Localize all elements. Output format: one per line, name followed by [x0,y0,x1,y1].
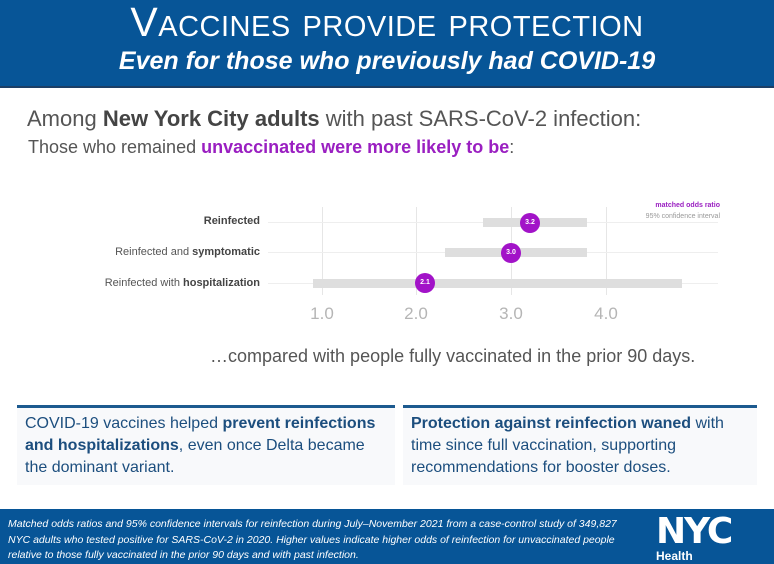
box-bold: prevent reinfections and hospitalization… [25,415,376,454]
box-text: with time since full vaccination, suppor… [411,415,724,476]
x-tick: 4.0 [594,304,618,323]
forest-plot: matched odds ratio 95% confidence interv… [0,190,774,330]
x-tick: 3.0 [499,304,523,323]
nyc-health-logo: NYC Health [656,514,766,564]
confidence-interval-bar [313,279,682,288]
row-label-symptomatic: Reinfected and symptomatic [115,246,260,258]
gridline [606,207,607,295]
box-bold: Protection against reinfection waned [411,415,692,432]
odds-ratio-point: 3.2 [520,213,540,233]
intro-bold: New York City adults [102,106,320,131]
page-subtitle: Even for those who previously had COVID-… [118,47,656,75]
odds-ratio-point: 3.0 [501,243,521,263]
intro-text: with past SARS-CoV-2 infection: [319,106,642,131]
comparison-text: …compared with people fully vaccinated i… [210,346,696,366]
gridline [416,207,417,295]
intro-highlight: unvaccinated were more likely to be [201,137,510,157]
row-label-hospitalization: Reinfected with hospitalization [105,277,260,289]
row-label-text: Reinfected and [115,246,193,258]
row-label-reinfected: Reinfected [204,215,260,227]
intro-text: Among [27,106,103,131]
legend-odds-ratio: matched odds ratio [655,202,720,209]
takeaway-box-waning: Protection against reinfection waned wit… [403,405,757,485]
row-label-bold: hospitalization [183,277,260,289]
chart-legend: matched odds ratio 95% confidence interv… [646,200,720,222]
intro-text: : [509,137,515,157]
intro-line-1: Among New York City adults with past SAR… [27,106,641,132]
footer-banner: Matched odds ratios and 95% confidence i… [0,509,774,564]
legend-confidence-interval: 95% confidence interval [645,213,720,220]
logo-text: NYC [656,511,733,552]
methodology-note: Matched odds ratios and 95% confidence i… [8,518,617,561]
intro-line-2: Those who remained unvaccinated were mor… [28,137,514,158]
logo-subtext: Health [656,549,693,563]
x-tick: 2.0 [404,304,428,323]
gridline [322,207,323,295]
page-title: Vaccines provide protection [130,0,644,45]
x-tick: 1.0 [310,304,334,323]
row-label-bold: symptomatic [192,246,260,258]
intro-text: Those who remained [28,137,202,157]
box-text: , even once Delta became the dominant va… [25,437,365,476]
box-text: COVID-19 vaccines helped [25,415,223,432]
odds-ratio-point: 2.1 [415,273,435,293]
header-banner: Vaccines provide protection Even for tho… [0,0,774,88]
takeaway-box-prevention: COVID-19 vaccines helped prevent reinfec… [17,405,395,485]
row-label-text: Reinfected with [104,277,183,289]
row-label-bold: Reinfected [203,215,260,227]
